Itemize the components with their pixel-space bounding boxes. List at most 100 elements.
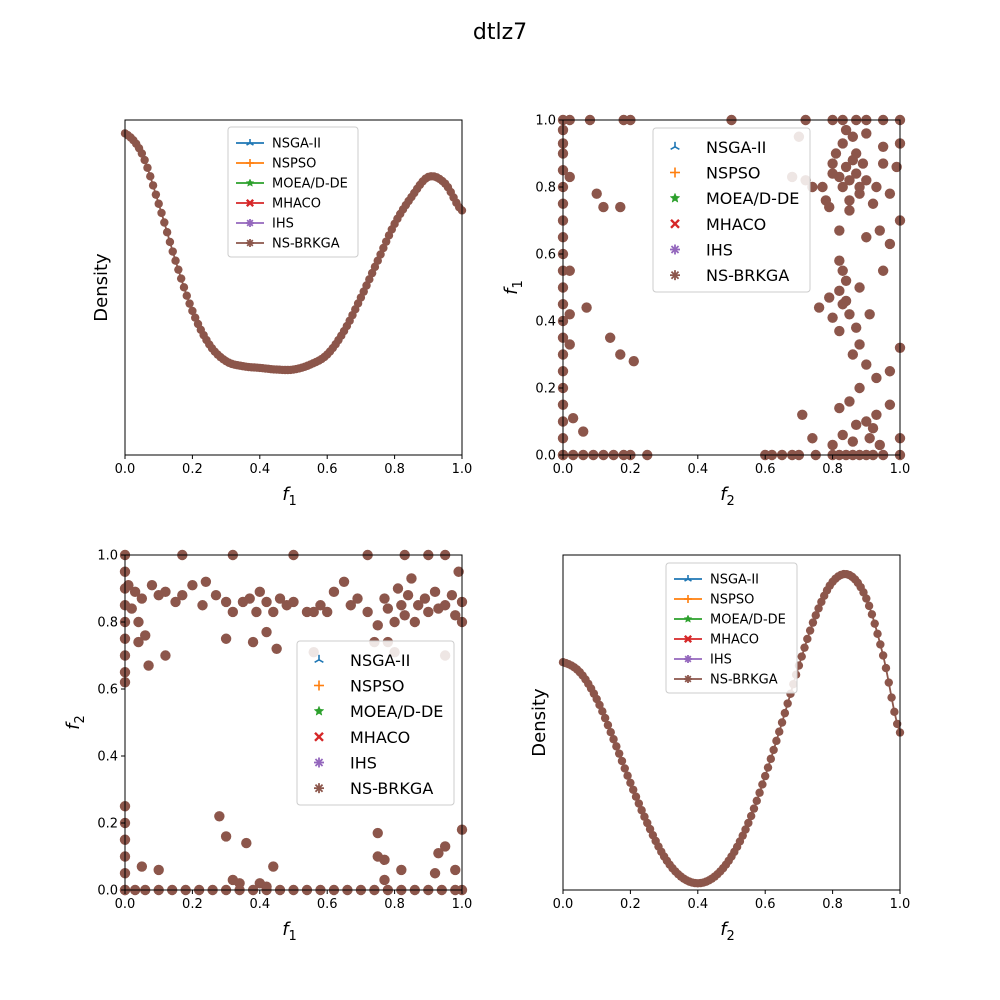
- scatter-point: [871, 372, 882, 384]
- scatter-point: [581, 302, 592, 313]
- density-marker: [884, 678, 893, 687]
- scatter-point: [884, 366, 896, 377]
- scatter-point: [372, 620, 383, 631]
- legend-item: NS-BRKGA: [236, 237, 340, 252]
- legend-item: MHACO: [314, 728, 410, 747]
- scatter-point: [854, 382, 865, 394]
- legend-item: MOEA/D-DE: [669, 189, 799, 208]
- legend-marker-icon: [670, 141, 680, 151]
- legend-marker-icon: [683, 634, 693, 644]
- chart-panel-1: 0.0 0.2 0.4 0.6 0.8 1.0 f1 Density NSGA-II NSPSO M…: [91, 119, 472, 509]
- legend-label: NS-BRKGA: [706, 266, 789, 285]
- density-marker: [595, 700, 604, 710]
- legend-item: NS-BRKGA: [670, 266, 789, 285]
- density-marker: [887, 693, 896, 702]
- scatter-point: [844, 195, 855, 206]
- density-marker: [617, 756, 627, 766]
- legend-marker-icon: [684, 655, 692, 663]
- scatter-point: [867, 198, 879, 209]
- scatter-point: [379, 854, 390, 866]
- scatter-point: [143, 660, 154, 671]
- density-marker: [373, 256, 382, 265]
- plot-area: [558, 569, 905, 888]
- scatter-point: [840, 161, 852, 173]
- scatter-point: [837, 299, 848, 310]
- scatter-point: [439, 600, 451, 611]
- legend-marker-icon: [314, 680, 324, 691]
- scatter-point: [834, 402, 845, 414]
- legend-item: IHS: [236, 217, 294, 232]
- x-tick-label: 0.2: [620, 462, 641, 477]
- scatter-point: [877, 158, 889, 169]
- scatter-point: [140, 630, 151, 641]
- legend-label: MOEA/D-DE: [350, 702, 443, 721]
- x-tick-label: 0.4: [687, 462, 708, 477]
- scatter-point: [254, 586, 265, 598]
- density-marker: [873, 629, 882, 638]
- scatter-point: [308, 606, 319, 618]
- legend-label: NSGA-II: [710, 573, 759, 588]
- legend-marker-icon: [683, 614, 693, 623]
- scatter-point: [200, 576, 212, 587]
- x-tick-label: 0.0: [553, 897, 574, 912]
- legend: NSGA-II NSPSO MOEA/D-DE MHACO IHS NS-BRKGA: [665, 562, 798, 694]
- legend-frame: [665, 562, 798, 694]
- scatter-point: [345, 600, 356, 611]
- scatter-point: [251, 606, 262, 618]
- density-marker: [766, 754, 776, 764]
- density-marker: [379, 243, 388, 253]
- density-marker: [741, 825, 750, 834]
- scatter-point: [446, 590, 458, 601]
- legend-label: NSPSO: [350, 677, 405, 696]
- scatter-point: [288, 596, 299, 608]
- scatter-point: [429, 586, 441, 598]
- legend-item: IHS: [674, 653, 732, 668]
- y-tick-label: 0.8: [97, 616, 118, 631]
- legend-marker-icon: [670, 244, 680, 255]
- scatter-point: [844, 309, 855, 320]
- x-tick-label: 0.2: [182, 897, 203, 912]
- scatter-point: [827, 158, 838, 169]
- chart-panel-3: 0.0 0.2 0.4 0.6 0.8 1.0 0.0 0.2 0.4 0.6 0.8 1.0 f1 f2…: [63, 549, 472, 945]
- scatter-point: [854, 339, 865, 350]
- density-marker: [376, 250, 385, 259]
- scatter-point: [338, 576, 350, 587]
- scatter-point: [847, 131, 859, 142]
- density-marker: [634, 799, 644, 808]
- density-marker: [811, 611, 820, 620]
- density-marker: [867, 610, 877, 619]
- density-marker: [612, 742, 621, 751]
- density-marker: [800, 643, 809, 652]
- scatter-point: [813, 302, 825, 313]
- legend-marker-icon: [245, 198, 255, 208]
- scatter-point: [129, 586, 141, 598]
- x-tick-label: 0.6: [755, 897, 776, 912]
- legend-marker-icon: [670, 218, 680, 229]
- density-marker: [171, 256, 180, 265]
- legend-label: MHACO: [710, 633, 759, 648]
- density-marker: [626, 778, 635, 787]
- density-marker: [157, 208, 166, 218]
- scatter-point: [352, 593, 363, 604]
- density-marker: [168, 247, 177, 256]
- x-tick-label: 1.0: [890, 897, 911, 912]
- scatter-point: [392, 583, 404, 594]
- scatter-point: [874, 439, 885, 451]
- legend-item: MHACO: [674, 633, 759, 648]
- density-marker: [783, 699, 792, 708]
- axes-frame: [124, 119, 463, 456]
- legend-marker-icon: [314, 654, 324, 664]
- legend-item: NSGA-II: [236, 137, 321, 152]
- scatter-point: [564, 309, 575, 320]
- legend-item: NSPSO: [670, 164, 761, 183]
- scatter-point: [871, 181, 882, 193]
- legend-item: IHS: [670, 241, 733, 260]
- legend-label: IHS: [706, 241, 733, 260]
- density-marker: [805, 626, 815, 635]
- scatter-point: [429, 868, 441, 879]
- density-marker: [755, 788, 764, 797]
- scatter-point: [433, 847, 444, 859]
- density-marker: [769, 745, 778, 755]
- density-marker: [876, 640, 885, 649]
- scatter-point: [123, 579, 134, 591]
